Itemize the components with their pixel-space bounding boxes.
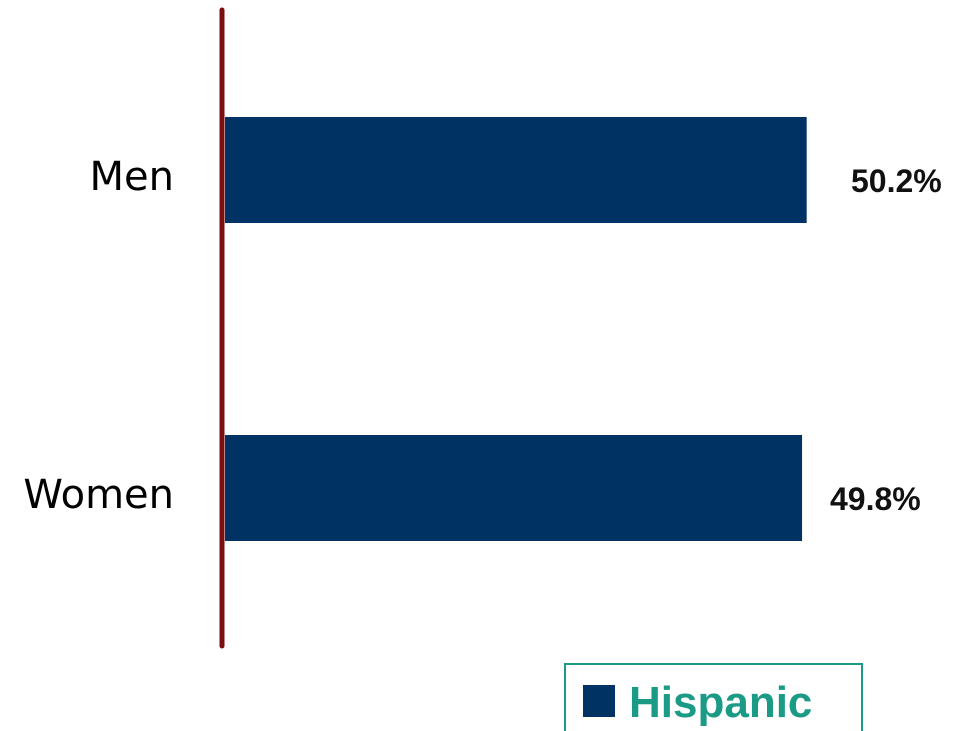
bar-women: [225, 435, 803, 541]
category-label-women: Women: [23, 472, 174, 518]
value-label-men: 50.2%: [851, 163, 942, 199]
legend-label-hispanic: Hispanic: [629, 678, 812, 727]
category-label-men: Men: [90, 154, 174, 200]
bars-group: [225, 117, 807, 541]
bar-men: [225, 117, 807, 223]
value-label-women: 49.8%: [830, 481, 921, 517]
legend-swatch-hispanic: [583, 685, 615, 717]
legend: Hispanic: [564, 663, 863, 731]
